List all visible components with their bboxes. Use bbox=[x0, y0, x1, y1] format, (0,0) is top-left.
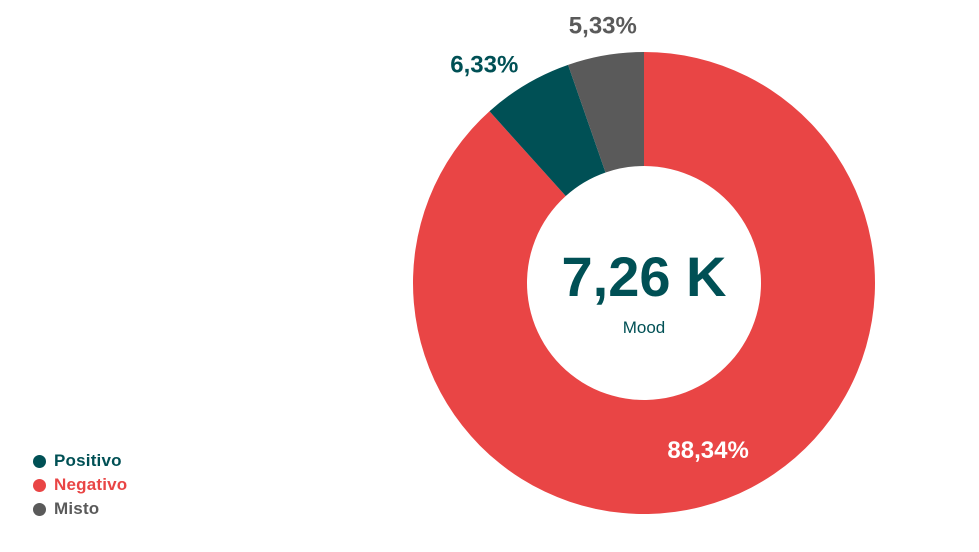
legend-item-negativo: Negativo bbox=[33, 474, 127, 496]
legend-item-positivo: Positivo bbox=[33, 450, 127, 472]
legend-label-positivo: Positivo bbox=[54, 451, 122, 470]
slice-negativo bbox=[413, 52, 875, 514]
slice-label-negativo: 88,34% bbox=[667, 437, 748, 464]
center-value: 7,26 K bbox=[562, 245, 727, 308]
slice-labels: 88,34% 6,33% 5,33% bbox=[450, 12, 749, 464]
donut-slices bbox=[413, 52, 875, 514]
legend-dot-positivo bbox=[33, 454, 46, 468]
slice-label-positivo: 6,33% bbox=[450, 51, 518, 78]
center-label: Mood bbox=[623, 318, 666, 337]
slice-positivo bbox=[489, 64, 606, 197]
legend: Positivo Negativo Misto bbox=[33, 450, 127, 520]
legend-item-misto: Misto bbox=[33, 498, 127, 520]
slice-misto bbox=[568, 52, 644, 173]
legend-dot-negativo bbox=[33, 478, 46, 492]
legend-label-negativo: Negativo bbox=[54, 475, 128, 494]
legend-label-misto: Misto bbox=[54, 499, 100, 518]
slice-label-misto: 5,33% bbox=[569, 12, 637, 39]
legend-dot-misto bbox=[33, 502, 46, 516]
